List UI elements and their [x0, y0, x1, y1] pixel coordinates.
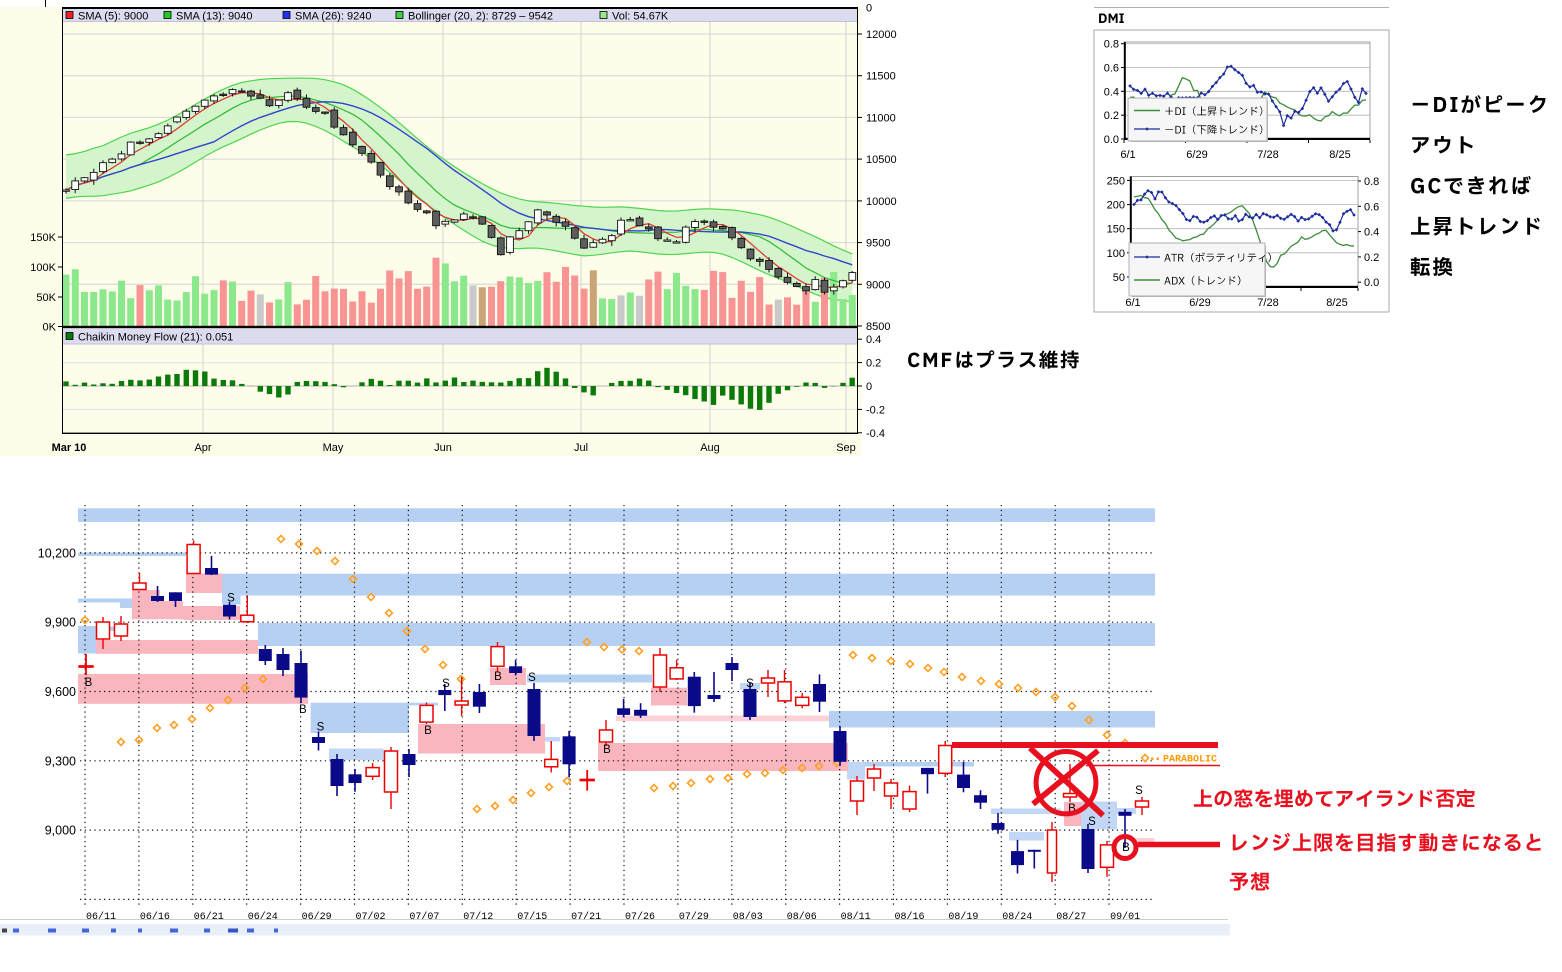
svg-text:Aug: Aug — [700, 442, 720, 454]
svg-text:0K: 0K — [43, 322, 57, 334]
svg-text:0.6: 0.6 — [1104, 63, 1119, 75]
svg-text:10,200: 10,200 — [38, 546, 76, 560]
svg-text:07/02: 07/02 — [356, 911, 386, 923]
svg-text:10000: 10000 — [866, 196, 897, 208]
svg-text:8500: 8500 — [866, 321, 890, 333]
svg-text:B: B — [494, 671, 502, 683]
svg-text:11500: 11500 — [866, 71, 896, 83]
svg-text:11000: 11000 — [866, 112, 896, 124]
svg-text:08/11: 08/11 — [841, 911, 871, 923]
svg-text:150K: 150K — [30, 232, 56, 244]
svg-text:07/26: 07/26 — [625, 911, 655, 923]
svg-text:B: B — [424, 725, 432, 737]
svg-text:B: B — [1122, 842, 1130, 854]
svg-text:0.4: 0.4 — [866, 334, 881, 346]
svg-text:Apr: Apr — [194, 442, 211, 454]
svg-text:Chaikin Money Flow (21): 0.051: Chaikin Money Flow (21): 0.051 — [78, 332, 233, 344]
svg-text:0.8: 0.8 — [1104, 39, 1119, 51]
svg-text:9,900: 9,900 — [45, 616, 76, 630]
svg-text:12000: 12000 — [866, 29, 897, 41]
svg-text:07/15: 07/15 — [517, 911, 547, 923]
svg-text:S: S — [317, 722, 325, 734]
svg-text:B: B — [1068, 803, 1076, 815]
svg-text:PARABOLIC: PARABOLIC — [1163, 755, 1217, 766]
svg-text:09/01: 09/01 — [1110, 911, 1140, 923]
svg-text:0.0: 0.0 — [1104, 134, 1119, 146]
svg-text:May: May — [323, 442, 344, 454]
svg-text:SMA (13): 9040: SMA (13): 9040 — [176, 11, 252, 23]
svg-text:9500: 9500 — [866, 238, 890, 250]
svg-text:S: S — [528, 672, 536, 684]
svg-text:200: 200 — [1107, 200, 1125, 212]
svg-text:S: S — [746, 678, 754, 690]
svg-text:7/28: 7/28 — [1257, 149, 1278, 161]
svg-text:Sep: Sep — [836, 442, 856, 454]
svg-text:9000: 9000 — [866, 279, 890, 291]
svg-text:100: 100 — [1107, 248, 1125, 260]
svg-text:6/29: 6/29 — [1186, 149, 1207, 161]
svg-text:Mar 10: Mar 10 — [52, 442, 87, 454]
svg-text:50K: 50K — [36, 292, 56, 304]
svg-text:08/27: 08/27 — [1056, 911, 1086, 923]
svg-text:0: 0 — [866, 3, 872, 15]
svg-text:-0.2: -0.2 — [866, 404, 885, 416]
svg-text:S: S — [442, 678, 450, 690]
svg-text:08/06: 08/06 — [787, 911, 817, 923]
svg-text:S: S — [1135, 785, 1143, 797]
svg-text:Jul: Jul — [574, 442, 588, 454]
svg-text:B: B — [603, 744, 611, 756]
svg-text:0.4: 0.4 — [1364, 227, 1379, 239]
svg-text:SMA (5): 9000: SMA (5): 9000 — [78, 11, 148, 23]
svg-text:0.8: 0.8 — [1364, 176, 1379, 188]
svg-text:100K: 100K — [30, 262, 56, 274]
svg-text:9,600: 9,600 — [45, 685, 76, 699]
svg-text:06/21: 06/21 — [194, 911, 224, 923]
svg-text:08/24: 08/24 — [1002, 911, 1032, 923]
svg-text:06/24: 06/24 — [248, 911, 278, 923]
svg-text:0.2: 0.2 — [866, 358, 881, 370]
svg-text:0.2: 0.2 — [1364, 252, 1379, 264]
svg-text:06/29: 06/29 — [302, 911, 332, 923]
svg-text:07/12: 07/12 — [463, 911, 493, 923]
svg-text:6/1: 6/1 — [1125, 297, 1140, 309]
svg-text:9,300: 9,300 — [45, 754, 76, 768]
svg-text:8/25: 8/25 — [1326, 297, 1347, 309]
svg-text:0.0: 0.0 — [1364, 277, 1379, 289]
svg-text:08/16: 08/16 — [895, 911, 925, 923]
svg-text:B: B — [85, 677, 93, 689]
svg-text:08/03: 08/03 — [733, 911, 763, 923]
svg-text:SMA (26): 9240: SMA (26): 9240 — [295, 11, 371, 23]
svg-text:07/07: 07/07 — [409, 911, 439, 923]
svg-text:06/16: 06/16 — [140, 911, 170, 923]
svg-text:06/11: 06/11 — [86, 911, 116, 923]
svg-text:50: 50 — [1113, 272, 1125, 284]
svg-text:S: S — [227, 593, 235, 605]
svg-text:6/29: 6/29 — [1189, 297, 1210, 309]
svg-text:07/29: 07/29 — [679, 911, 709, 923]
svg-text:B: B — [299, 704, 307, 716]
svg-text:Bollinger (20, 2): 8729 – 9542: Bollinger (20, 2): 8729 – 9542 — [408, 11, 553, 23]
svg-text:Vol: 54.67K: Vol: 54.67K — [612, 11, 669, 23]
svg-text:S: S — [1088, 816, 1096, 828]
svg-text:Jun: Jun — [434, 442, 452, 454]
svg-text:10500: 10500 — [866, 154, 897, 166]
svg-text:6/1: 6/1 — [1120, 149, 1135, 161]
svg-text:7/28: 7/28 — [1257, 297, 1278, 309]
svg-text:08/19: 08/19 — [948, 911, 978, 923]
svg-text:8/25: 8/25 — [1329, 149, 1350, 161]
svg-text:0.4: 0.4 — [1104, 86, 1119, 98]
svg-text:250: 250 — [1107, 175, 1125, 187]
svg-text:0.6: 0.6 — [1364, 201, 1379, 213]
svg-text:150: 150 — [1107, 224, 1125, 236]
svg-text:07/21: 07/21 — [571, 911, 601, 923]
svg-text:9,000: 9,000 — [45, 824, 76, 838]
svg-text:0: 0 — [866, 381, 872, 393]
svg-text:-0.4: -0.4 — [866, 428, 885, 440]
svg-text:0.2: 0.2 — [1104, 110, 1119, 122]
